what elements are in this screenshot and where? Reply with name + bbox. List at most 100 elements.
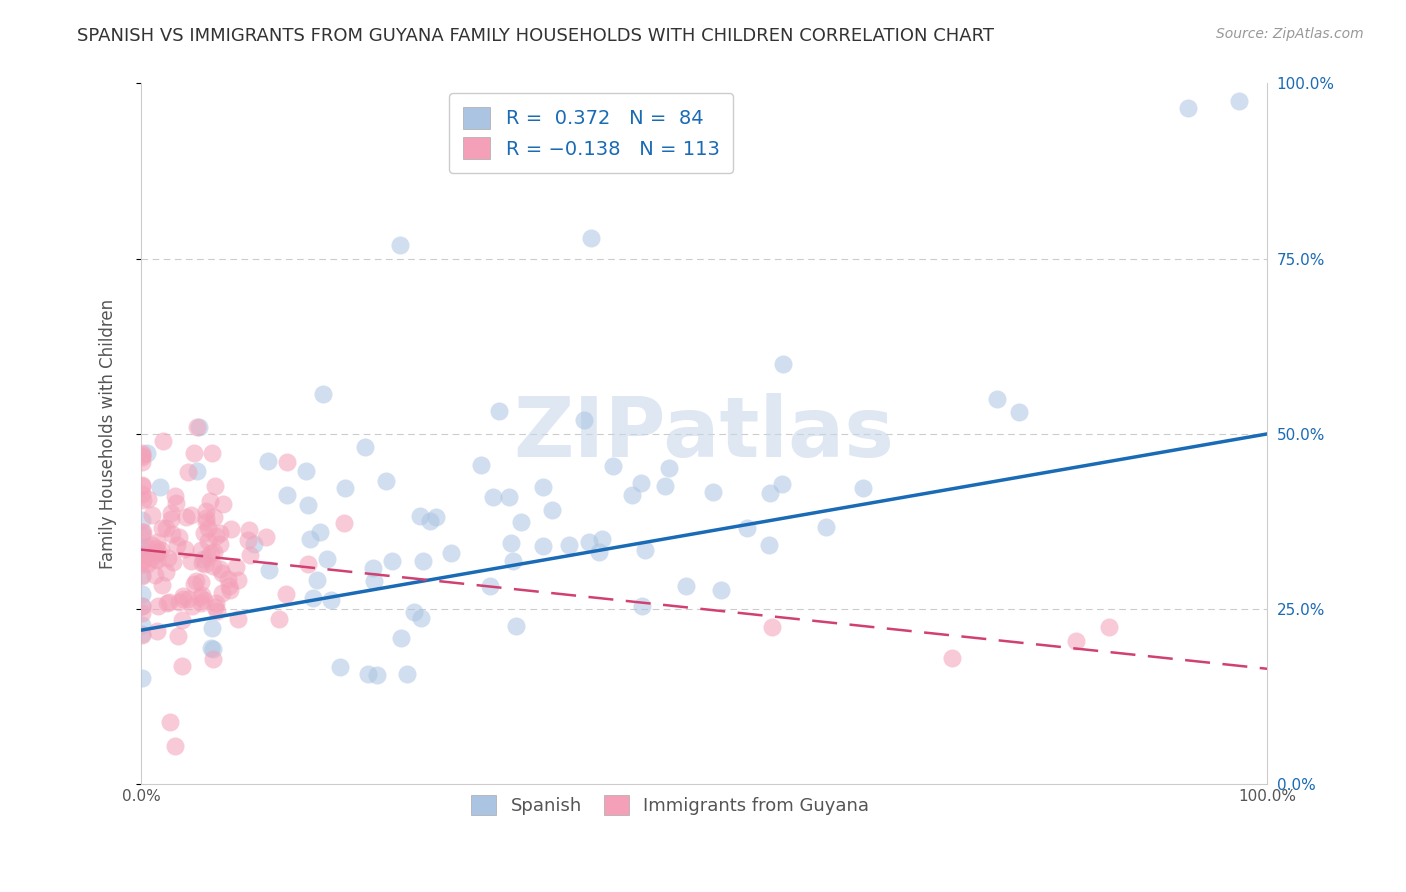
Point — [425, 509, 447, 524]
Point — [759, 486, 782, 500]
Point — [381, 554, 404, 568]
Point — [274, 586, 297, 600]
Text: SPANISH VS IMMIGRANTS FROM GUYANA FAMILY HOUSEHOLDS WITH CHILDREN CORRELATION CH: SPANISH VS IMMIGRANTS FROM GUYANA FAMILY… — [77, 27, 994, 45]
Point — [631, 599, 654, 613]
Point — [174, 509, 197, 524]
Point — [531, 539, 554, 553]
Point — [388, 237, 411, 252]
Point — [131, 525, 153, 540]
Point — [412, 554, 434, 568]
Point — [205, 595, 228, 609]
Point — [758, 538, 780, 552]
Point — [159, 506, 181, 520]
Point — [374, 474, 396, 488]
Point — [139, 550, 162, 565]
Point — [488, 404, 510, 418]
Point — [239, 548, 262, 562]
Point — [772, 357, 794, 371]
Point — [152, 434, 174, 448]
Point — [160, 511, 183, 525]
Point — [315, 552, 337, 566]
Point — [197, 533, 219, 548]
Point — [141, 538, 163, 552]
Point — [225, 560, 247, 574]
Point — [195, 515, 218, 529]
Point — [186, 464, 208, 478]
Point — [186, 420, 208, 434]
Point — [146, 624, 169, 638]
Point — [191, 556, 214, 570]
Point — [228, 573, 250, 587]
Point — [366, 668, 388, 682]
Point — [172, 613, 194, 627]
Point — [190, 596, 212, 610]
Point — [193, 526, 215, 541]
Point — [238, 523, 260, 537]
Point — [131, 487, 153, 501]
Point — [143, 567, 166, 582]
Point — [419, 514, 441, 528]
Point — [131, 547, 153, 561]
Point — [131, 449, 153, 463]
Point — [202, 641, 225, 656]
Point — [395, 666, 418, 681]
Point — [294, 464, 316, 478]
Point — [411, 611, 433, 625]
Point — [146, 599, 169, 614]
Point — [211, 586, 233, 600]
Point — [226, 612, 249, 626]
Point — [211, 566, 233, 581]
Point — [1098, 620, 1121, 634]
Point — [621, 487, 644, 501]
Point — [710, 582, 733, 597]
Point — [131, 446, 153, 460]
Point — [131, 568, 153, 582]
Point — [591, 532, 613, 546]
Point — [630, 476, 652, 491]
Point — [1177, 101, 1199, 115]
Point — [180, 508, 202, 522]
Point — [165, 489, 187, 503]
Point — [145, 547, 167, 561]
Point — [183, 446, 205, 460]
Point — [150, 578, 173, 592]
Point — [150, 542, 173, 557]
Point — [208, 537, 231, 551]
Point — [204, 479, 226, 493]
Point — [136, 492, 159, 507]
Point — [167, 629, 190, 643]
Point — [505, 618, 527, 632]
Point — [131, 671, 153, 685]
Point — [319, 593, 342, 607]
Point — [267, 612, 290, 626]
Point — [193, 592, 215, 607]
Point — [201, 621, 224, 635]
Point — [135, 540, 157, 554]
Point — [200, 546, 222, 560]
Point — [735, 521, 758, 535]
Point — [146, 545, 169, 559]
Point — [150, 520, 173, 534]
Point — [202, 510, 225, 524]
Point — [131, 524, 153, 539]
Point — [363, 560, 385, 574]
Point — [197, 550, 219, 565]
Point — [540, 503, 562, 517]
Point — [156, 596, 179, 610]
Legend: Spanish, Immigrants from Guyana: Spanish, Immigrants from Guyana — [463, 786, 879, 824]
Point — [205, 529, 228, 543]
Point — [131, 528, 153, 542]
Point — [312, 386, 335, 401]
Point — [242, 537, 264, 551]
Point — [145, 541, 167, 556]
Point — [172, 658, 194, 673]
Point — [602, 459, 624, 474]
Point — [200, 494, 222, 508]
Point — [702, 485, 724, 500]
Point — [363, 574, 385, 588]
Point — [184, 574, 207, 589]
Point — [389, 631, 412, 645]
Point — [1064, 633, 1087, 648]
Point — [131, 569, 153, 583]
Point — [155, 521, 177, 535]
